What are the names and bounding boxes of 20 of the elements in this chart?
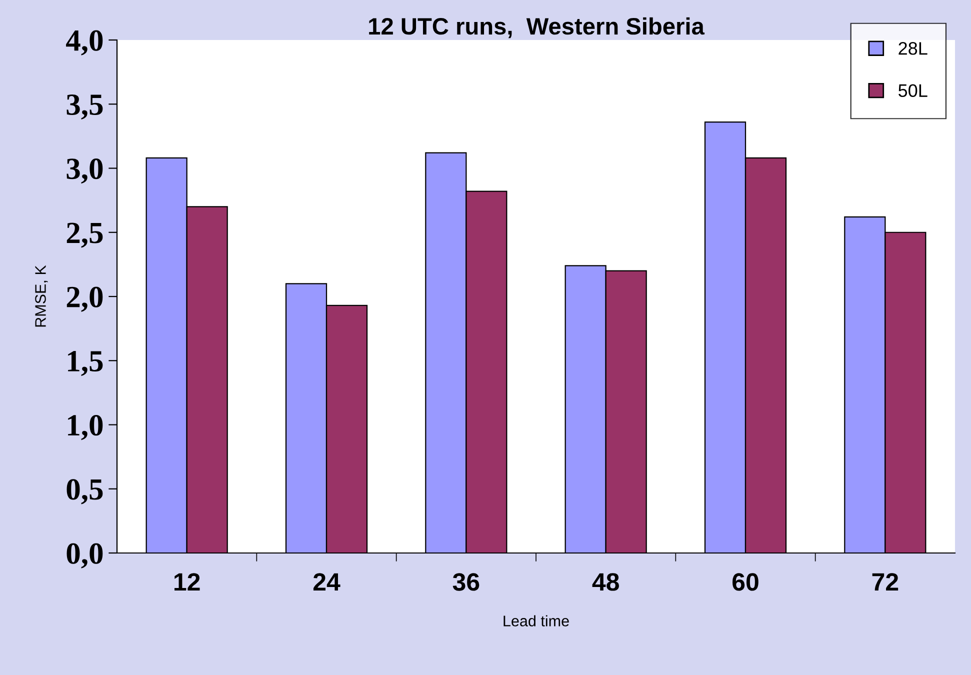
- y-tick-label: 3,5: [66, 94, 103, 120]
- x-axis-title: Lead time: [504, 615, 569, 626]
- y-tick-label: 1,5: [68, 351, 103, 376]
- x-tick-label: 72: [872, 573, 898, 591]
- x-tick-label: 36: [452, 573, 480, 591]
- y-tick-label: 3,0: [66, 158, 103, 184]
- y-tick-label: 0,5: [66, 479, 103, 504]
- x-tick-label: 60: [732, 573, 758, 591]
- y-tick-label: 4,0: [66, 30, 103, 56]
- y-tick-label: 1,0: [68, 415, 103, 440]
- y-tick-label: 2,0: [66, 286, 103, 312]
- x-tick-label: 12: [174, 573, 200, 591]
- x-tick-label: 48: [592, 573, 619, 591]
- y-tick-label: 0,0: [66, 543, 103, 568]
- y-axis-title: RMSE, K: [35, 265, 48, 327]
- legend-label: 28L: [898, 42, 928, 55]
- y-tick-label: 2,5: [66, 222, 103, 248]
- x-tick-label: 24: [313, 573, 340, 591]
- legend-label: 50L: [898, 84, 928, 97]
- chart-title: 12 UTC runs, Western Siberia: [369, 17, 705, 38]
